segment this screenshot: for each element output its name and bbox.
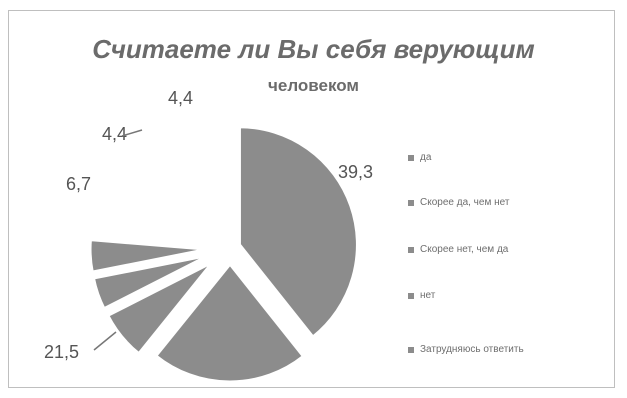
legend-label-1: да	[420, 152, 432, 163]
chart-title-line-1: Считаете ли Вы себя верующим	[92, 34, 535, 64]
data-label-2: 21,5	[44, 342, 79, 362]
leader-line-2	[93, 331, 117, 351]
legend-item-1: да	[408, 152, 431, 163]
legend-label-4: нет	[420, 290, 436, 301]
legend-label-2: Скорее да, чем нет	[420, 197, 510, 208]
pie-slice-2	[153, 261, 306, 384]
legend-item-3: Скорее нет, чем да	[408, 244, 508, 255]
legend-swatch-3	[408, 246, 414, 253]
legend-label-3: Скорее нет, чем да	[420, 244, 509, 255]
leader-line-4	[121, 129, 143, 137]
legend-item-2: Скорее да, чем нет	[408, 197, 509, 208]
legend-swatch-5	[408, 346, 414, 353]
data-label-3: 6,7	[66, 174, 91, 194]
chart-title-line-2: человеком	[268, 76, 359, 95]
legend-swatch-4	[408, 292, 414, 299]
legend-item-5: Затрудняюсь ответить	[408, 344, 524, 355]
legend-swatch-1	[408, 154, 414, 161]
legend-item-4: нет	[408, 290, 435, 301]
pie-slice-5	[88, 237, 209, 274]
data-label-4: 4,4	[102, 124, 127, 144]
pie-slice-3	[105, 260, 215, 356]
pie-slice-4	[91, 253, 210, 311]
data-label-5: 4,4	[168, 88, 193, 108]
legend-label-5: Затрудняюсь ответить	[420, 344, 524, 355]
legend-swatch-2	[408, 199, 414, 206]
data-label-1: 39,3	[338, 162, 373, 182]
pie-slice-1	[237, 125, 359, 340]
